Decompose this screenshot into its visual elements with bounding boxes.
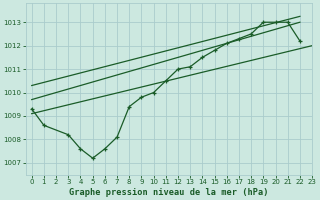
X-axis label: Graphe pression niveau de la mer (hPa): Graphe pression niveau de la mer (hPa) — [69, 188, 268, 197]
